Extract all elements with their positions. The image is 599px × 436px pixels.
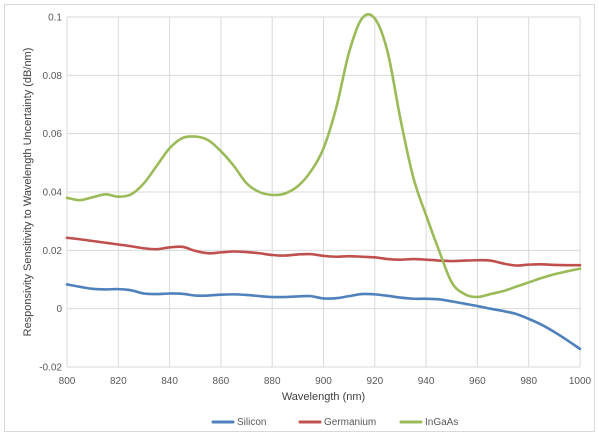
- series-line-ingaas: [65, 12, 582, 299]
- x-tick-label: 920: [366, 376, 383, 387]
- legend-label-germanium: Germanium: [324, 417, 376, 428]
- x-tick-label: 940: [418, 376, 435, 387]
- y-tick-label: 0.02: [43, 246, 63, 257]
- y-tick-label: -0.02: [39, 363, 62, 374]
- series-lines: [65, 12, 582, 351]
- y-tick-label: 0.04: [43, 188, 63, 199]
- x-axis-title: Wavelength (nm): [282, 391, 365, 403]
- x-tick-label: 880: [264, 376, 281, 387]
- y-axis-title: Responsivity Sensitivity to Wavelength U…: [22, 48, 34, 337]
- x-tick-label: 960: [469, 376, 486, 387]
- series-line-germanium: [65, 236, 582, 267]
- x-tick-label: 800: [59, 376, 76, 387]
- x-tick-label: 1000: [569, 376, 592, 387]
- gridlines: [66, 16, 581, 368]
- y-tick-label: 0.06: [43, 129, 63, 140]
- x-tick-label: 980: [520, 376, 537, 387]
- legend-label-ingaas: InGaAs: [425, 417, 458, 428]
- x-tick-labels: 800 820 840 860 880 900 920 940 960 980 1000: [59, 376, 592, 387]
- x-tick-label: 840: [161, 376, 178, 387]
- legend-label-silicon: Silicon: [237, 417, 266, 428]
- series-line-silicon: [65, 283, 582, 351]
- y-tick-label: 0: [56, 304, 62, 315]
- legend: Silicon Germanium InGaAs: [211, 417, 458, 428]
- x-tick-label: 820: [110, 376, 127, 387]
- x-tick-label: 900: [315, 376, 332, 387]
- y-tick-label: 0.1: [48, 13, 62, 24]
- y-tick-labels: -0.02 0 0.02 0.04 0.06 0.08 0.1: [39, 13, 62, 374]
- x-tick-label: 860: [213, 376, 230, 387]
- chart-frame: [4, 4, 595, 432]
- y-tick-label: 0.08: [43, 71, 63, 82]
